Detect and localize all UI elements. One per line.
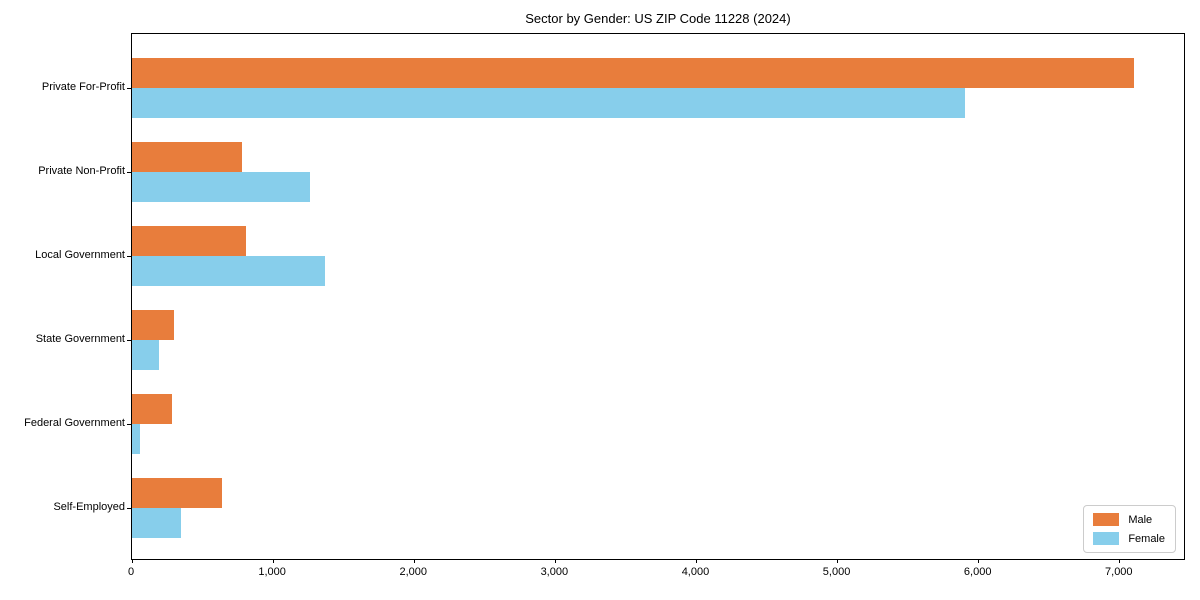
x-tick-2-000 bbox=[413, 559, 415, 563]
x-tick-4-000 bbox=[695, 559, 697, 563]
plot-area: Male Female bbox=[127, 33, 1185, 563]
legend-item-female: Female bbox=[1093, 532, 1165, 545]
y-tick-self-employed bbox=[127, 507, 131, 509]
bar-male-private-non-profit bbox=[132, 142, 243, 172]
x-label-1-000: 1,000 bbox=[258, 566, 286, 578]
y-axis-labels: Private For-Profit Private Non-Profit Loca… bbox=[0, 33, 125, 560]
y-label-private-for-profit: Private For-Profit bbox=[41, 81, 125, 93]
x-label-3-000: 3,000 bbox=[540, 566, 569, 578]
legend-swatch-male bbox=[1093, 513, 1120, 526]
x-label-0: 0 bbox=[127, 566, 135, 578]
bar-male-state-government bbox=[132, 310, 175, 340]
legend-swatch-female bbox=[1093, 532, 1120, 545]
x-tick-7-000 bbox=[1119, 559, 1121, 563]
y-label-private-non-profit: Private Non-Profit bbox=[38, 165, 125, 177]
bar-female-self-employed bbox=[132, 508, 182, 538]
x-tick-6-000 bbox=[978, 559, 980, 563]
bar-female-local-government bbox=[132, 256, 326, 286]
x-label-5-000: 5,000 bbox=[822, 566, 851, 578]
y-tick-federal-government bbox=[127, 423, 131, 425]
bar-male-self-employed bbox=[132, 478, 223, 508]
x-tick-0 bbox=[131, 559, 133, 563]
bar-female-private-non-profit bbox=[132, 172, 310, 202]
x-label-7-000: 7,000 bbox=[1105, 566, 1133, 578]
legend: Male Female bbox=[1083, 505, 1176, 553]
y-label-state-government: State Government bbox=[35, 333, 125, 345]
legend-item-male: Male bbox=[1093, 513, 1165, 526]
x-tick-5-000 bbox=[837, 559, 839, 563]
legend-label-male: Male bbox=[1128, 513, 1153, 526]
bar-male-local-government bbox=[132, 226, 247, 256]
x-axis-labels: 0 1,000 2,000 3,000 4,000 5,000 6,000 7,000 bbox=[128, 566, 1185, 584]
bar-male-federal-government bbox=[132, 394, 172, 424]
y-label-federal-government: Federal Government bbox=[24, 417, 125, 429]
y-tick-private-non-profit bbox=[127, 171, 131, 173]
legend-label-female: Female bbox=[1128, 532, 1165, 545]
x-tick-3-000 bbox=[554, 559, 556, 563]
x-tick-1-000 bbox=[272, 559, 274, 563]
y-label-local-government: Local Government bbox=[35, 249, 125, 261]
y-tick-local-government bbox=[127, 255, 131, 257]
y-label-self-employed: Self-Employed bbox=[53, 501, 125, 513]
x-label-6-000: 6,000 bbox=[963, 566, 992, 578]
x-label-2-000: 2,000 bbox=[399, 566, 427, 578]
y-tick-state-government bbox=[127, 339, 131, 341]
y-tick-private-for-profit bbox=[127, 87, 131, 89]
x-label-4-000: 4,000 bbox=[681, 566, 710, 578]
bar-male-private-for-profit bbox=[132, 58, 1134, 88]
bar-female-federal-government bbox=[132, 424, 141, 454]
chart-title: Sector by Gender: US ZIP Code 11228 (202… bbox=[525, 11, 791, 26]
bar-female-state-government bbox=[132, 340, 159, 370]
bar-female-private-for-profit bbox=[132, 88, 965, 118]
